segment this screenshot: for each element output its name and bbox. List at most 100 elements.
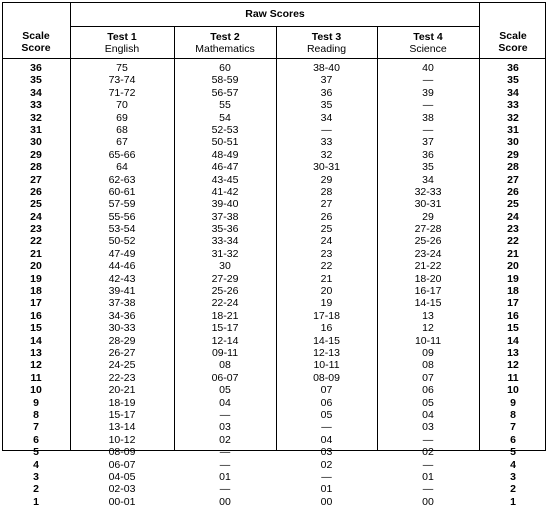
table-cell: 19 — [320, 297, 333, 310]
table-cell: 30-31 — [414, 198, 442, 211]
table-cell: 25 — [507, 198, 519, 211]
table-cell: 37-38 — [211, 210, 239, 223]
table-cell: 33 — [320, 136, 333, 149]
table-cell: 7 — [33, 421, 39, 434]
divider-test3-test4 — [377, 26, 378, 451]
table-cell: 7 — [510, 421, 516, 434]
table-cell: 32 — [30, 111, 42, 124]
table-cell: 73-74 — [108, 74, 136, 87]
table-cell: 1 — [510, 495, 516, 508]
table-cell: 27 — [320, 198, 333, 211]
table-cell: 27-28 — [414, 223, 442, 236]
table-cell: 12-13 — [313, 346, 340, 359]
table-cell: 32 — [320, 148, 333, 161]
table-cell: 21-22 — [414, 260, 442, 273]
table-cell: 23 — [320, 247, 333, 260]
table-cell: 3 — [510, 470, 516, 483]
table-cell: 36 — [30, 62, 42, 74]
science-raw-score-column: 40—39—38—37 36 35 34 32-33 30-31 29 27-28 25-26 2… — [377, 62, 479, 508]
table-cell: 9 — [510, 396, 516, 409]
table-cell: 13 — [422, 309, 434, 322]
table-cell: 42-43 — [108, 272, 136, 285]
table-cell: 07 — [320, 384, 333, 397]
table-cell: 10 — [30, 384, 42, 397]
table-cell: 33 — [507, 99, 519, 112]
table-cell: — — [321, 470, 332, 483]
table-cell: 31 — [30, 123, 42, 136]
table-cell: 37 — [422, 136, 434, 149]
table-cell: 10-12 — [108, 433, 136, 446]
table-cell: 12-14 — [211, 334, 239, 347]
table-cell: 17 — [507, 297, 519, 310]
raw-scores-heading: Raw Scores — [245, 8, 305, 20]
table-cell: 28 — [30, 161, 42, 174]
table-cell: 00 — [219, 495, 231, 508]
table-cell: 01 — [422, 470, 434, 483]
table-cell: 28-29 — [108, 334, 136, 347]
table-cell: 1 — [33, 495, 39, 508]
table-cell: 04 — [422, 408, 434, 421]
table-cell: 03 — [320, 446, 333, 459]
table-cell: 67 — [116, 136, 128, 149]
table-cell: 09 — [422, 346, 434, 359]
table-cell: 04-05 — [108, 470, 136, 483]
table-cell: 23-24 — [414, 247, 442, 260]
right-scale-score-column: 36 35 34 33 32 31 30 29 28 27 26 25 24 23 22 21 20 19 18 17… — [480, 62, 546, 508]
table-cell: 01 — [219, 470, 231, 483]
table-cell: 8 — [510, 408, 516, 421]
table-cell: 35 — [30, 74, 42, 87]
table-cell: 34 — [30, 86, 42, 99]
english-raw-score-column: 75 73-74 71-72 70 69 68 67 65-66 64 62-63 60-61 57-… — [70, 62, 174, 508]
table-cell: 17 — [30, 297, 42, 310]
table-cell: 35 — [507, 74, 519, 87]
table-cell: 32-33 — [414, 185, 442, 198]
table-cell: 01 — [320, 483, 333, 496]
table-cell: 34 — [422, 173, 434, 186]
table-cell: 34-36 — [108, 309, 136, 322]
table-cell: 18-19 — [108, 396, 136, 409]
table-cell: 00-01 — [108, 495, 136, 508]
test1-heading: Test 1 English — [104, 31, 140, 55]
table-cell: 71-72 — [108, 86, 136, 99]
left-scale-score-column: 36 35 34 33 32 31 30 29 28 27 26 25 24 23 22 21 20 19 18 17… — [2, 62, 70, 508]
table-cell: 00 — [320, 495, 333, 508]
table-cell: 43-45 — [211, 173, 239, 186]
table-cell: 26 — [30, 185, 42, 198]
table-cell: 8 — [33, 408, 39, 421]
table-cell: 03 — [219, 421, 231, 434]
table-cell: — — [422, 433, 434, 446]
table-cell: 18-21 — [211, 309, 239, 322]
table-cell: 02 — [422, 446, 434, 459]
table-cell: 16 — [30, 309, 42, 322]
table-cell: 58-59 — [211, 74, 239, 87]
table-cell: 56-57 — [211, 86, 239, 99]
table-cell: — — [321, 421, 332, 434]
table-cell: 06 — [422, 384, 434, 397]
table-cell: 28 — [507, 161, 519, 174]
table-cell: 16 — [507, 309, 519, 322]
table-cell: — — [422, 74, 434, 87]
table-cell: 22 — [30, 235, 42, 248]
table-cell: 15-17 — [211, 322, 239, 335]
table-cell: 02 — [320, 458, 333, 471]
table-cell: 17-18 — [313, 309, 340, 322]
table-cell: 54 — [219, 111, 231, 124]
table-cell: 5 — [510, 446, 516, 459]
table-cell: 23 — [30, 223, 42, 236]
table-cell: 60-61 — [108, 185, 136, 198]
table-cell: 5 — [33, 446, 39, 459]
table-cell: 22 — [320, 260, 333, 273]
table-cell: 34 — [320, 111, 333, 124]
table-cell: 46-47 — [211, 161, 239, 174]
table-cell: 05 — [422, 396, 434, 409]
divider-test2-test3 — [276, 26, 277, 451]
table-cell: 2 — [510, 483, 516, 496]
table-cell: 64 — [116, 161, 128, 174]
table-cell: 21 — [320, 272, 333, 285]
table-cell: 30 — [507, 136, 519, 149]
table-cell: 21 — [507, 247, 519, 260]
table-cell: 22-24 — [211, 297, 239, 310]
table-cell: 3 — [33, 470, 39, 483]
table-cell: 13-14 — [108, 421, 136, 434]
table-cell: 4 — [510, 458, 516, 471]
